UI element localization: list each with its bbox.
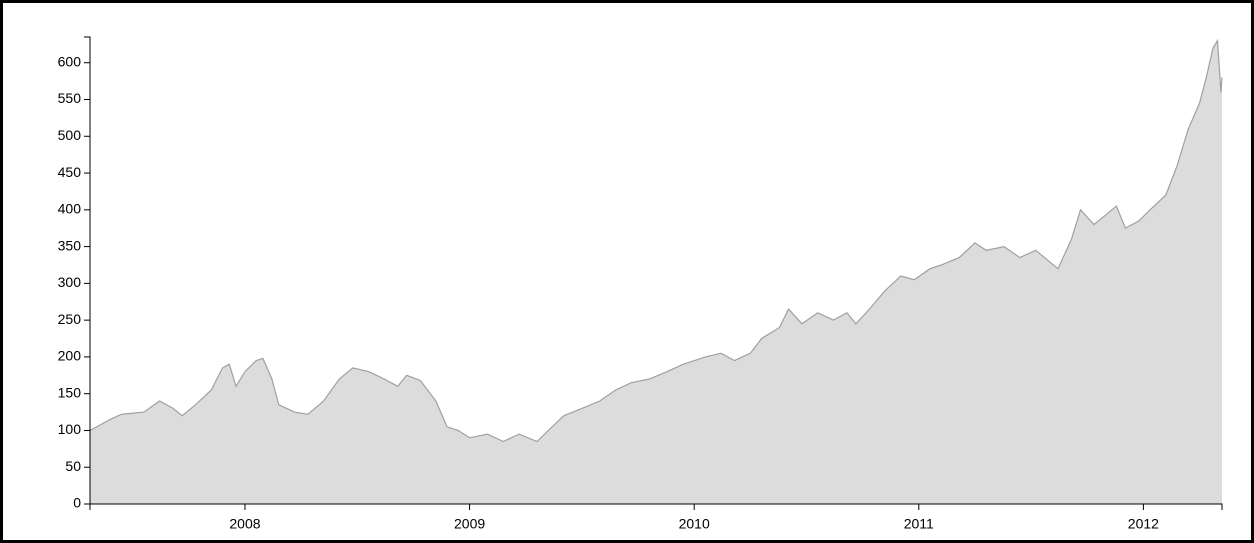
y-tick-label: 400 (58, 201, 82, 217)
x-tick-label: 2011 (904, 516, 934, 532)
x-axis (89, 503, 1223, 510)
y-tick-label: 100 (58, 421, 82, 437)
y-tick-label: 350 (58, 237, 82, 253)
y-tick-label: 0 (73, 495, 81, 511)
x-tick-label: 2009 (454, 516, 485, 532)
x-tick-label: 2010 (679, 516, 710, 532)
y-tick-label: 200 (58, 348, 82, 364)
x-tick-label: 2012 (1128, 516, 1159, 532)
y-tick-label: 500 (58, 127, 82, 143)
y-tick-label: 600 (58, 53, 82, 69)
y-tick-label: 550 (58, 90, 82, 106)
area-line (89, 38, 1223, 443)
area (90, 40, 1222, 504)
x-tick-label: 2008 (229, 516, 260, 532)
y-tick-label: 450 (58, 164, 82, 180)
y-tick-label: 300 (58, 274, 82, 290)
y-tick-label: 150 (58, 384, 82, 400)
y-tick-label: 50 (65, 458, 81, 474)
y-tick-label: 250 (58, 311, 82, 327)
